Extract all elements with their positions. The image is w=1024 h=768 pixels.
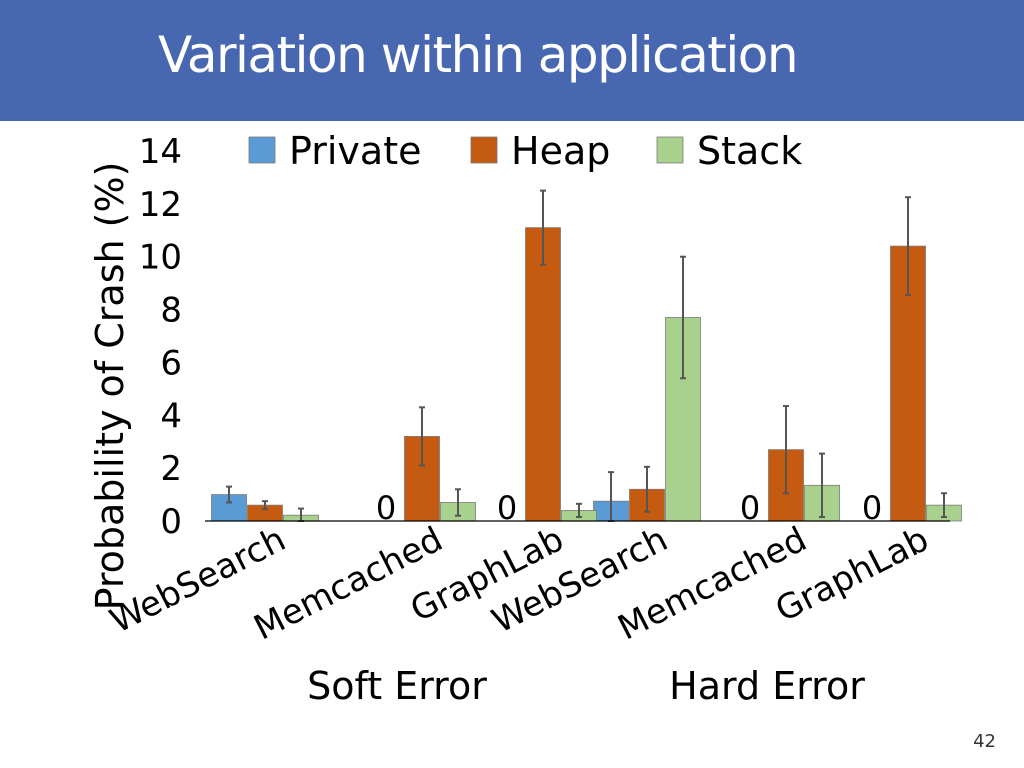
y-tick-label: 12 (139, 185, 182, 225)
y-tick-label: 6 (160, 343, 182, 383)
legend-swatch-stack (656, 136, 684, 164)
bar-heap (525, 227, 561, 522)
data-label: 0 (376, 489, 396, 527)
data-label: 0 (497, 489, 517, 527)
y-tick-label: 8 (160, 291, 182, 331)
legend-swatch-private (248, 136, 276, 164)
data-label: 0 (862, 489, 882, 527)
slide-title: Variation within application (158, 26, 799, 84)
page-number: 42 (973, 731, 996, 752)
y-tick-label: 0 (160, 502, 182, 542)
group-label: Soft Error (307, 664, 487, 708)
legend-label: Private (289, 129, 421, 173)
y-tick-label: 14 (139, 132, 182, 172)
legend-label: Stack (697, 129, 802, 173)
y-tick-label: 4 (160, 396, 182, 436)
title-bar: Variation within application (0, 0, 1024, 121)
legend-swatch-heap (470, 136, 498, 164)
y-axis-label: Probability of Crash (%) (88, 162, 132, 611)
group-label: Hard Error (669, 664, 865, 708)
legend-label: Heap (511, 129, 610, 173)
data-label: 0 (740, 489, 760, 527)
y-tick-label: 10 (139, 238, 182, 278)
y-tick-label: 2 (160, 449, 182, 489)
